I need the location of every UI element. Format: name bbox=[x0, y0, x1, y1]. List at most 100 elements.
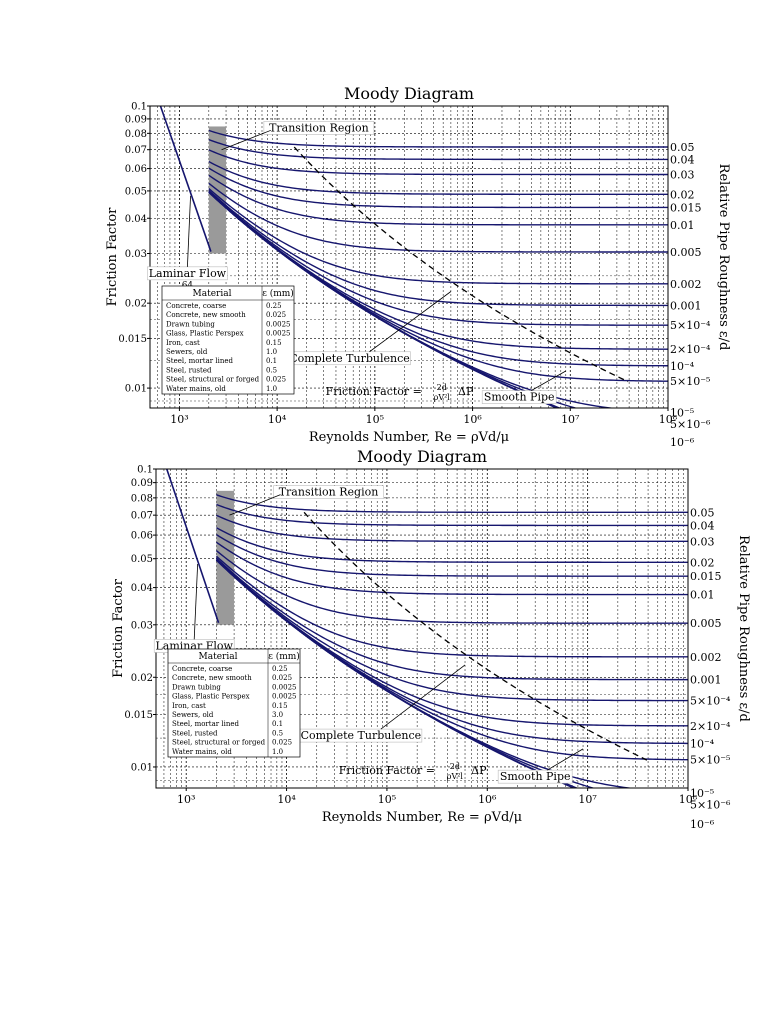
material-table-cell: 0.0025 bbox=[272, 683, 297, 691]
laminar-label: Laminar Flow bbox=[149, 267, 227, 280]
material-table-cell: Concrete, new smooth bbox=[172, 674, 252, 682]
roughness-label: 5×10⁻⁴ bbox=[670, 319, 711, 332]
y-tick-label: 0.01 bbox=[125, 384, 147, 395]
roughness-label: 5×10⁻⁶ bbox=[670, 418, 711, 431]
material-table-cell: 0.0025 bbox=[266, 330, 291, 338]
material-table-header: ε (mm) bbox=[262, 288, 294, 299]
material-table-cell: Concrete, coarse bbox=[172, 665, 232, 673]
roughness-label: 0.015 bbox=[670, 201, 702, 214]
roughness-curve bbox=[208, 188, 668, 285]
roughness-label: 10⁻⁶ bbox=[690, 818, 715, 831]
y2-axis-label: Relative Pipe Roughness ε/d bbox=[736, 535, 751, 722]
y-tick-label: 0.07 bbox=[125, 145, 147, 156]
x-axis-label: Reynolds Number, Re = ρVd/μ bbox=[309, 430, 509, 445]
material-table-cell: 0.15 bbox=[272, 702, 288, 710]
smooth-pipe-arrow bbox=[530, 370, 567, 391]
roughness-curves bbox=[165, 469, 688, 788]
transition-label: Transition Region bbox=[269, 121, 369, 134]
y-tick-label: 0.06 bbox=[125, 164, 147, 175]
material-table: Material ε (mm) Concrete, coarse 0.25 Concre… bbox=[161, 285, 295, 395]
smooth-pipe-label-box bbox=[481, 390, 557, 404]
roughness-curve bbox=[216, 494, 688, 514]
y-tick-label: 0.07 bbox=[131, 511, 153, 522]
roughness-label: 5×10⁻⁴ bbox=[690, 695, 731, 708]
y-axis-label: Friction Factor bbox=[105, 207, 120, 307]
roughness-label: 0.04 bbox=[670, 153, 695, 166]
material-table-header: ε (mm) bbox=[268, 651, 300, 662]
transition-label-box bbox=[273, 485, 384, 499]
y-tick-label: 0.03 bbox=[131, 620, 153, 631]
material-table-header: Material bbox=[199, 652, 238, 662]
smooth-pipe-curve bbox=[208, 191, 559, 408]
roughness-label: 0.002 bbox=[670, 278, 702, 291]
roughness-label: 0.03 bbox=[670, 168, 695, 181]
roughness-label: 0.001 bbox=[670, 299, 702, 312]
material-table-cell: Water mains, old bbox=[166, 385, 226, 393]
x-tick-label: 10⁴ bbox=[277, 793, 296, 806]
roughness-curve bbox=[215, 550, 688, 624]
x-tick-label: 10⁵ bbox=[378, 793, 396, 806]
x-tick-label: 10⁶ bbox=[478, 793, 497, 806]
roughness-curve bbox=[208, 149, 668, 176]
laminar-arrow bbox=[187, 195, 191, 267]
x-tick-label: 10⁸ bbox=[659, 413, 678, 426]
material-table-frame bbox=[161, 285, 295, 395]
material-table-cell: Sewers, old bbox=[166, 348, 208, 356]
x-tick-label: 10³ bbox=[177, 793, 195, 806]
y-tick-label: 0.09 bbox=[125, 114, 147, 125]
y-tick-label: 0.02 bbox=[131, 673, 153, 684]
friction-formula-numerator: 2d bbox=[450, 762, 460, 771]
y-tick-label: 0.08 bbox=[131, 493, 153, 504]
material-table-cell: 0.0025 bbox=[266, 320, 291, 328]
friction-formula-denominator: ρV²l bbox=[447, 772, 464, 781]
roughness-curve bbox=[208, 174, 668, 226]
y-tick-label: 0.01 bbox=[131, 762, 153, 773]
material-table-cell: Steel, structural or forged bbox=[166, 376, 260, 384]
x-tick-label: 10⁴ bbox=[268, 413, 287, 426]
roughness-curve bbox=[208, 189, 668, 307]
roughness-label: 2×10⁻⁴ bbox=[670, 343, 711, 356]
material-table-cell: 0.5 bbox=[266, 366, 277, 374]
friction-formula-suffix: ΔP bbox=[471, 764, 487, 777]
roughness-label: 10⁻⁵ bbox=[690, 787, 714, 800]
friction-formula-numerator: 2d bbox=[437, 383, 447, 392]
roughness-label: 0.03 bbox=[690, 535, 715, 548]
chart-title: Moody Diagram bbox=[344, 84, 474, 103]
roughness-label: 0.01 bbox=[690, 589, 715, 602]
y-tick-label: 0.02 bbox=[125, 299, 147, 310]
y-tick-label: 0.015 bbox=[124, 710, 153, 721]
complete-turbulence-arrow bbox=[369, 291, 452, 353]
material-table-cell: Drawn tubing bbox=[166, 320, 215, 328]
material-table-cell: Glass, Plastic Perspex bbox=[172, 693, 250, 701]
material-table-header: Material bbox=[193, 289, 232, 299]
moody-chart-1: 0.10.090.080.070.060.050.040.030.020.015… bbox=[105, 84, 731, 449]
roughness-label: 0.02 bbox=[670, 188, 695, 201]
x-tick-label: 10⁷ bbox=[578, 793, 597, 806]
roughness-curve bbox=[215, 555, 688, 658]
material-table-cell: 0.1 bbox=[266, 357, 277, 365]
material-table-cell: 0.025 bbox=[266, 311, 286, 319]
transition-label-box bbox=[263, 121, 375, 135]
material-table: Material ε (mm) Concrete, coarse 0.25 Concre… bbox=[167, 648, 301, 758]
y-tick-label: 0.06 bbox=[131, 531, 153, 542]
roughness-label: 0.001 bbox=[690, 674, 722, 687]
complete-turbulence-line bbox=[303, 511, 648, 761]
roughness-label: 5×10⁻⁶ bbox=[690, 799, 731, 812]
material-table-cell: 1.0 bbox=[266, 348, 277, 356]
roughness-curve bbox=[215, 558, 688, 702]
material-table-cell: Steel, rusted bbox=[166, 366, 212, 374]
material-table-cell: Water mains, old bbox=[172, 748, 232, 756]
y-tick-label: 0.08 bbox=[125, 129, 147, 140]
material-table-frame bbox=[167, 648, 301, 758]
smooth-pipe-label: Smooth Pipe bbox=[500, 770, 571, 783]
roughness-label: 0.04 bbox=[690, 519, 715, 532]
material-table-cell: Steel, rusted bbox=[172, 729, 218, 737]
x-tick-label: 10³ bbox=[170, 413, 188, 426]
complete-turbulence-label: Complete Turbulence bbox=[301, 729, 422, 742]
roughness-curve bbox=[216, 514, 688, 543]
y-tick-label: 0.04 bbox=[131, 583, 153, 594]
smooth-pipe-curve bbox=[215, 559, 576, 788]
roughness-label: 0.005 bbox=[690, 617, 722, 630]
